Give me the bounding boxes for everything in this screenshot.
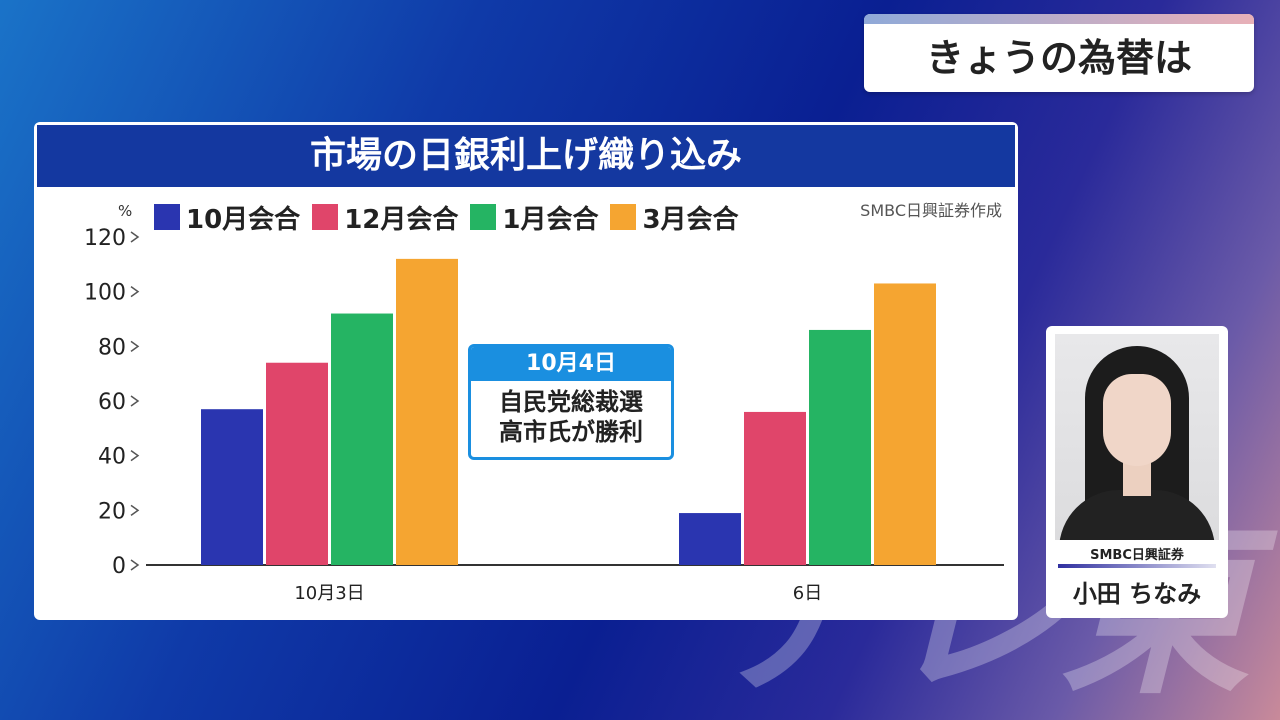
bar-chart: % 0 20 40 60 80 100 120 10月3日 6日 (84, 202, 1004, 604)
source-note: SMBC日興証券作成 (860, 201, 1002, 220)
person-card: SMBC日興証券 小田 ちなみ (1046, 326, 1228, 618)
chart-legend: 10月会合 12月会合 1月会合 3月会合 (154, 199, 751, 236)
bar-0-1 (266, 362, 328, 565)
y-tick-arrow (130, 559, 140, 571)
bar-0-0 (201, 409, 263, 565)
legend-label: 3月会合 (642, 204, 739, 235)
topic-box: きょうの為替は (864, 14, 1254, 92)
person-company: SMBC日興証券 (1090, 548, 1184, 563)
legend-item-3: 3月会合 (610, 199, 739, 236)
y-tick-label: 40 (98, 445, 126, 470)
bar-0-3 (396, 258, 458, 565)
legend-item-1: 12月会合 (312, 199, 458, 236)
y-tick-arrow (130, 231, 140, 243)
legend-label: 12月会合 (344, 204, 459, 235)
y-tick-arrow (130, 340, 140, 352)
y-tick-label: 20 (98, 499, 126, 524)
topic-strip (864, 14, 1254, 24)
legend-item-0: 10月会合 (154, 199, 300, 236)
y-tick-arrow (130, 395, 140, 407)
legend-swatch (470, 204, 497, 230)
bar-1-3 (874, 283, 936, 565)
person-photo (1055, 334, 1219, 540)
legend-label: 1月会合 (502, 204, 599, 235)
x-tick-label: 10月3日 (294, 583, 364, 604)
y-tick-label: 120 (84, 226, 126, 251)
legend-swatch (610, 204, 637, 230)
y-tick-label: 80 (98, 335, 126, 360)
callout-line-2: 高市氏が勝利 (499, 418, 643, 446)
person-name: 小田 ちなみ (1072, 580, 1202, 608)
y-tick-arrow (130, 450, 140, 462)
legend-label: 10月会合 (186, 204, 301, 235)
bar-1-1 (744, 411, 806, 565)
legend-swatch (154, 204, 180, 230)
chart-title: 市場の日銀利上げ織り込み (37, 125, 1015, 187)
event-callout: 10月4日 自民党総裁選 高市氏が勝利 (468, 344, 674, 460)
y-tick-label: 100 (84, 281, 126, 306)
y-tick-label: 60 (98, 390, 126, 415)
y-tick-arrow (130, 286, 140, 298)
bar-0-2 (331, 313, 393, 565)
y-unit-label: % (118, 202, 132, 220)
callout-date: 10月4日 (471, 347, 671, 381)
chart-panel: 市場の日銀利上げ織り込み 10月会合 12月会合 1月会合 3月会合 SMBC日興証券… (34, 122, 1018, 620)
y-tick-label: 0 (112, 554, 126, 579)
legend-item-2: 1月会合 (470, 199, 598, 236)
x-tick-label: 6日 (793, 583, 822, 604)
y-tick-arrow (130, 504, 140, 516)
bar-1-0 (679, 513, 741, 565)
bar-1-2 (809, 329, 871, 565)
callout-body: 自民党総裁選 高市氏が勝利 (471, 381, 671, 447)
callout-line-1: 自民党総裁選 (499, 388, 643, 416)
legend-swatch (312, 204, 339, 230)
name-divider (1058, 564, 1216, 568)
topic-title: きょうの為替は (925, 36, 1192, 80)
